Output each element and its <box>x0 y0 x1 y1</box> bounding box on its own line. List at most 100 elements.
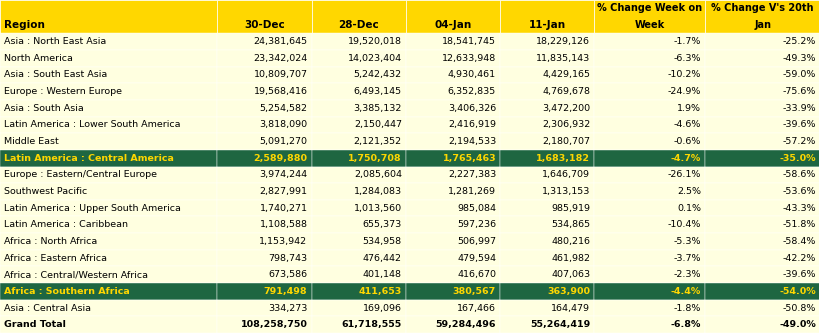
Text: 23,342,024: 23,342,024 <box>253 54 307 63</box>
Text: -49.3%: -49.3% <box>781 54 815 63</box>
Bar <box>0 150 217 166</box>
Text: -35.0%: -35.0% <box>778 154 815 163</box>
Bar <box>311 250 405 266</box>
Text: -59.0%: -59.0% <box>781 70 815 80</box>
Text: Africa : Central/Western Africa: Africa : Central/Western Africa <box>4 270 148 279</box>
Text: -4.7%: -4.7% <box>670 154 700 163</box>
Text: Africa : North Africa: Africa : North Africa <box>4 237 97 246</box>
Bar <box>594 250 704 266</box>
Bar <box>217 316 311 333</box>
Bar <box>217 0 311 33</box>
Text: Latin America : Upper South America: Latin America : Upper South America <box>4 203 181 213</box>
Bar <box>311 100 405 117</box>
Bar <box>704 266 819 283</box>
Text: -58.6%: -58.6% <box>781 170 815 179</box>
Bar <box>405 83 500 100</box>
Text: -39.6%: -39.6% <box>781 270 815 279</box>
Text: Asia : Central Asia: Asia : Central Asia <box>4 303 91 313</box>
Bar <box>594 166 704 183</box>
Bar <box>0 133 217 150</box>
Bar <box>217 300 311 316</box>
Bar <box>594 33 704 50</box>
Text: 4,769,678: 4,769,678 <box>541 87 590 96</box>
Bar <box>0 200 217 216</box>
Text: 04-Jan: 04-Jan <box>434 20 471 30</box>
Bar <box>311 200 405 216</box>
Bar <box>405 100 500 117</box>
Bar <box>405 233 500 250</box>
Bar <box>704 117 819 133</box>
Text: -39.6%: -39.6% <box>781 120 815 130</box>
Bar <box>0 183 217 200</box>
Bar <box>704 183 819 200</box>
Text: -1.7%: -1.7% <box>673 37 700 46</box>
Bar <box>704 283 819 300</box>
Text: 461,982: 461,982 <box>550 253 590 263</box>
Bar <box>0 233 217 250</box>
Text: 1,313,153: 1,313,153 <box>541 187 590 196</box>
Bar <box>0 117 217 133</box>
Text: -4.4%: -4.4% <box>670 287 700 296</box>
Text: 2,827,991: 2,827,991 <box>259 187 307 196</box>
Text: 1,281,269: 1,281,269 <box>447 187 495 196</box>
Text: -1.8%: -1.8% <box>673 303 700 313</box>
Text: 108,258,750: 108,258,750 <box>240 320 307 329</box>
Text: -0.6%: -0.6% <box>673 137 700 146</box>
Text: 6,493,145: 6,493,145 <box>353 87 401 96</box>
Text: -3.7%: -3.7% <box>672 253 700 263</box>
Bar <box>500 133 594 150</box>
Text: -6.8%: -6.8% <box>670 320 700 329</box>
Bar <box>405 316 500 333</box>
Text: 4,930,461: 4,930,461 <box>447 70 495 80</box>
Text: 407,063: 407,063 <box>550 270 590 279</box>
Text: 0.1%: 0.1% <box>676 203 700 213</box>
Bar <box>704 250 819 266</box>
Bar <box>311 266 405 283</box>
Text: 476,442: 476,442 <box>362 253 401 263</box>
Bar <box>311 183 405 200</box>
Text: 11-Jan: 11-Jan <box>528 20 565 30</box>
Bar <box>500 150 594 166</box>
Bar <box>217 33 311 50</box>
Text: 534,865: 534,865 <box>550 220 590 229</box>
Text: -49.0%: -49.0% <box>778 320 815 329</box>
Bar <box>217 283 311 300</box>
Bar <box>0 216 217 233</box>
Text: 19,520,018: 19,520,018 <box>347 37 401 46</box>
Bar <box>405 216 500 233</box>
Text: 2,589,880: 2,589,880 <box>253 154 307 163</box>
Text: 401,148: 401,148 <box>362 270 401 279</box>
Bar <box>594 233 704 250</box>
Bar <box>217 67 311 83</box>
Text: 380,567: 380,567 <box>452 287 495 296</box>
Bar <box>704 150 819 166</box>
Text: 2,150,447: 2,150,447 <box>353 120 401 130</box>
Bar <box>0 250 217 266</box>
Bar <box>217 100 311 117</box>
Bar <box>217 150 311 166</box>
Bar <box>311 50 405 67</box>
Bar <box>594 83 704 100</box>
Text: 3,818,090: 3,818,090 <box>259 120 307 130</box>
Text: 1,013,560: 1,013,560 <box>353 203 401 213</box>
Bar <box>311 300 405 316</box>
Text: -2.3%: -2.3% <box>672 270 700 279</box>
Bar <box>500 83 594 100</box>
Text: 506,997: 506,997 <box>456 237 495 246</box>
Text: 59,284,496: 59,284,496 <box>435 320 495 329</box>
Text: Europe : Western Europe: Europe : Western Europe <box>4 87 122 96</box>
Bar <box>405 133 500 150</box>
Bar <box>594 0 704 33</box>
Text: 479,594: 479,594 <box>456 253 495 263</box>
Bar <box>311 67 405 83</box>
Text: Jan: Jan <box>753 20 770 30</box>
Bar <box>217 200 311 216</box>
Text: 3,385,132: 3,385,132 <box>353 104 401 113</box>
Bar <box>311 283 405 300</box>
Text: -6.3%: -6.3% <box>672 54 700 63</box>
Bar <box>311 233 405 250</box>
Text: 4,429,165: 4,429,165 <box>541 70 590 80</box>
Text: Middle East: Middle East <box>4 137 59 146</box>
Text: Region: Region <box>4 20 45 30</box>
Bar <box>500 67 594 83</box>
